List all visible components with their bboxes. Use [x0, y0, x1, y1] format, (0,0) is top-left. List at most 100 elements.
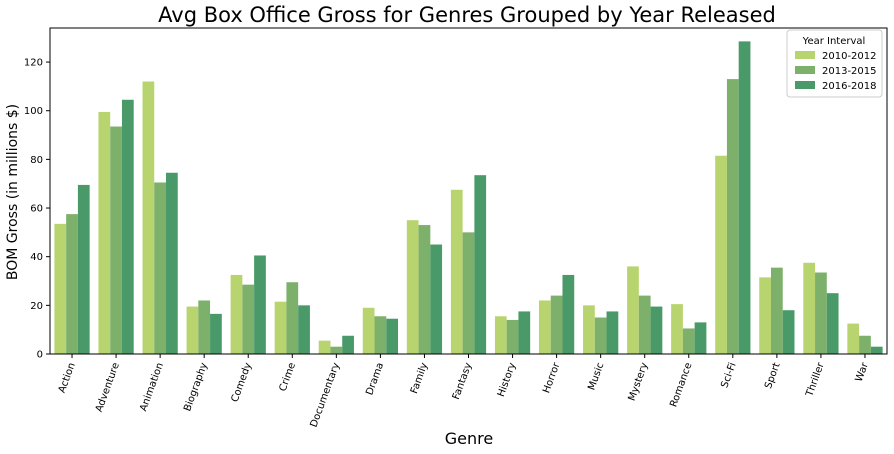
bar-action-2016-2018 [77, 184, 90, 354]
bar-comedy-2010-2012 [230, 274, 243, 354]
bar-romance-2013-2015 [682, 328, 695, 354]
bar-adventure-2013-2015 [110, 126, 122, 355]
y-tick-label: 40 [30, 252, 43, 263]
bar-mystery-2016-2018 [650, 306, 663, 354]
legend: Year Interval 2010-2012 2013-2015 2016-201… [786, 29, 883, 98]
bar-thriller-2010-2012 [803, 262, 816, 354]
bar-war-2016-2018 [870, 346, 883, 354]
bar-crime-2013-2015 [286, 282, 299, 354]
bar-animation-2010-2012 [142, 81, 155, 354]
bar-fantasy-2010-2012 [450, 189, 463, 354]
chart-title: Avg Box Office Gross for Genres Grouped … [158, 3, 776, 27]
legend-label: 2016-2018 [822, 81, 877, 92]
x-tick-label: Sci-Fi [719, 361, 738, 389]
legend-box [786, 29, 883, 98]
bar-documentary-2010-2012 [318, 340, 331, 354]
bar-sport-2010-2012 [759, 277, 771, 354]
x-tick-label: Thriller [804, 360, 827, 399]
x-tick-label: History [496, 361, 519, 398]
bar-family-2013-2015 [418, 225, 431, 354]
bar-fantasy-2016-2018 [474, 175, 487, 354]
x-tick-label: Romance [668, 361, 694, 408]
bar-crime-2010-2012 [274, 301, 287, 354]
bar-thriller-2016-2018 [826, 293, 839, 354]
bar-documentary-2016-2018 [342, 335, 354, 354]
bar-family-2010-2012 [406, 220, 419, 354]
bar-drama-2016-2018 [386, 318, 399, 354]
x-tick-label: Music [586, 361, 606, 391]
bar-music-2013-2015 [594, 317, 607, 354]
x-tick-label: Animation [138, 361, 166, 413]
y-tick-label: 60 [30, 204, 43, 215]
y-tick-label: 100 [24, 106, 43, 117]
x-tick-label: Documentary [309, 361, 343, 429]
legend-title: Year Interval [802, 36, 866, 47]
x-tick-label: Mystery [627, 361, 651, 402]
bar-horror-2013-2015 [550, 295, 563, 354]
bar-sci-fi-2013-2015 [726, 79, 739, 355]
bar-thriller-2013-2015 [815, 272, 827, 354]
y-tick-label: 80 [30, 155, 43, 166]
bar-documentary-2013-2015 [330, 346, 343, 354]
bar-history-2013-2015 [506, 319, 519, 354]
y-axis-label: BOM Gross (in millions $) [5, 104, 21, 280]
bar-horror-2016-2018 [562, 274, 575, 354]
bar-animation-2013-2015 [154, 182, 167, 354]
y-tick-label: 20 [30, 301, 43, 312]
plot-spines [49, 27, 888, 355]
x-tick-label: War [854, 360, 871, 383]
legend-swatch [795, 66, 815, 74]
legend-swatch [795, 51, 815, 59]
bar-family-2016-2018 [430, 244, 443, 354]
x-axis-label: Genre [445, 429, 493, 448]
bar-history-2016-2018 [518, 311, 531, 354]
x-tick-label: Fantasy [451, 361, 475, 401]
bar-mystery-2010-2012 [627, 266, 639, 354]
bar-adventure-2016-2018 [121, 99, 134, 355]
bar-comedy-2016-2018 [254, 255, 266, 354]
bar-action-2010-2012 [54, 223, 67, 354]
bar-biography-2013-2015 [198, 300, 211, 354]
x-tick-label: Biography [182, 361, 210, 413]
plot-frame [49, 27, 888, 355]
x-axis: Action Adventure Animation Biography Comedy C… [57, 354, 871, 429]
x-tick-label: Sport [763, 361, 783, 390]
bar-biography-2016-2018 [210, 313, 222, 354]
x-tick-label: Family [409, 361, 430, 395]
bar-sci-fi-2016-2018 [738, 41, 751, 355]
bar-sport-2013-2015 [770, 267, 783, 354]
bar-mystery-2013-2015 [638, 295, 651, 354]
x-tick-label: Action [57, 361, 78, 394]
bar-sport-2016-2018 [782, 310, 795, 354]
bar-horror-2010-2012 [538, 300, 551, 354]
bar-music-2010-2012 [583, 305, 595, 354]
bar-history-2010-2012 [494, 316, 507, 354]
bar-crime-2016-2018 [298, 305, 310, 354]
bar-drama-2013-2015 [374, 316, 387, 354]
bar-sci-fi-2010-2012 [715, 155, 727, 354]
bar-war-2013-2015 [859, 335, 871, 354]
x-tick-label: Adventure [94, 361, 122, 413]
legend-swatch [795, 81, 815, 89]
bar-adventure-2010-2012 [98, 111, 111, 355]
x-tick-label: Crime [278, 361, 299, 393]
bar-music-2016-2018 [606, 311, 619, 354]
bar-drama-2010-2012 [362, 307, 375, 354]
bar-animation-2016-2018 [166, 172, 178, 354]
x-tick-label: Horror [541, 360, 562, 394]
bar-fantasy-2013-2015 [462, 232, 475, 354]
y-tick-label: 120 [24, 58, 43, 69]
bars [54, 41, 883, 355]
x-tick-label: Drama [364, 361, 386, 397]
legend-label: 2013-2015 [822, 66, 877, 77]
bar-romance-2016-2018 [694, 322, 707, 354]
x-tick-label: Comedy [230, 361, 254, 404]
y-tick-label: 0 [37, 350, 43, 361]
bar-biography-2010-2012 [186, 306, 199, 354]
bar-war-2010-2012 [847, 323, 860, 354]
bar-comedy-2013-2015 [242, 284, 255, 354]
y-axis: 0 20 40 60 80 100 120 [24, 58, 50, 361]
bar-romance-2010-2012 [671, 304, 683, 354]
legend-label: 2010-2012 [822, 51, 877, 62]
bar-action-2013-2015 [66, 214, 78, 354]
